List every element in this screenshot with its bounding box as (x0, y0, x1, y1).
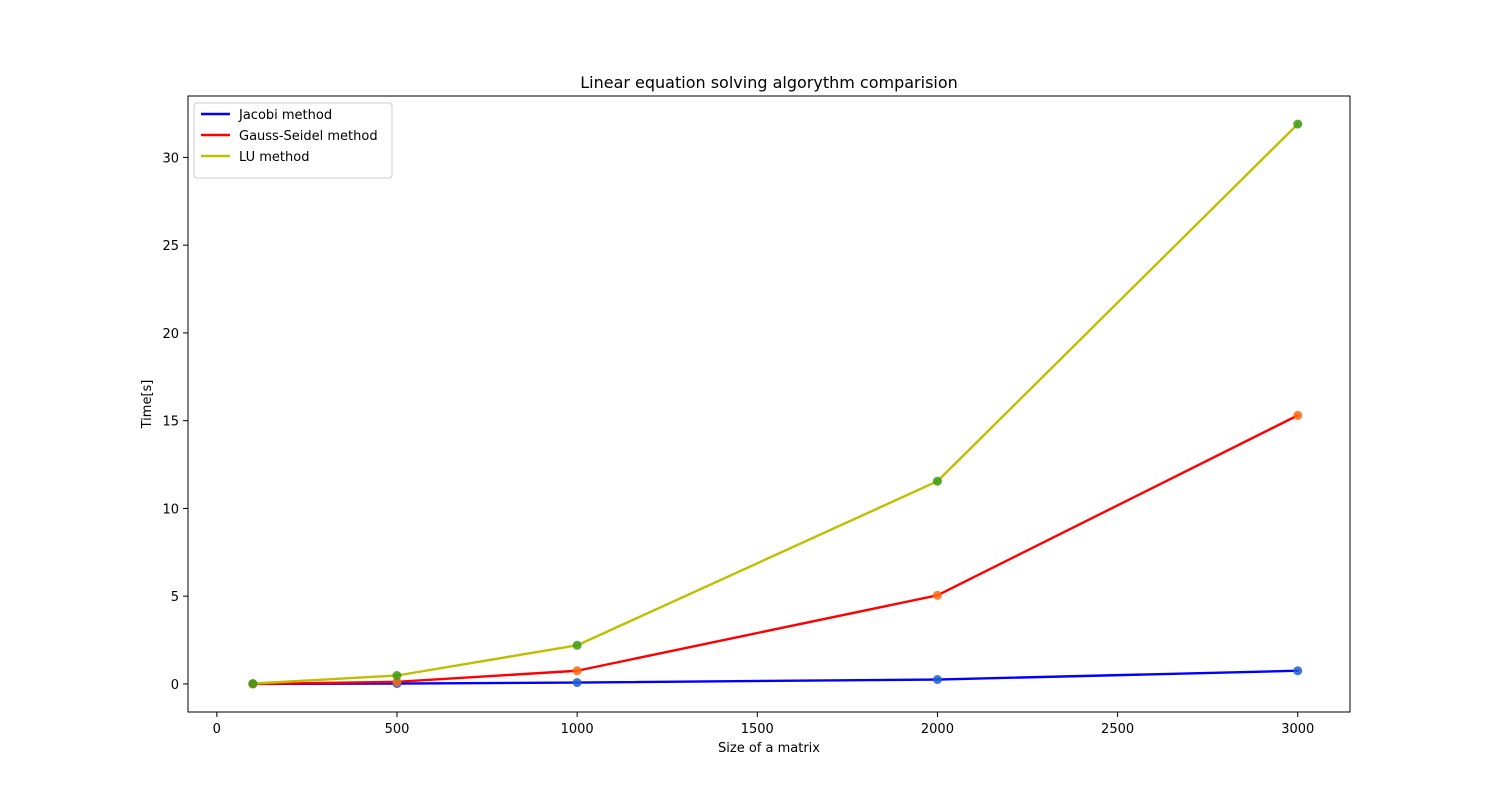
legend-box (193, 102, 393, 179)
legend: Jacobi method Gauss-Seidel method LU metho… (193, 102, 393, 179)
legend-label: Gauss-Seidel method (239, 129, 378, 144)
x-tick-label: 1500 (741, 722, 774, 737)
chart-title: Linear equation solving algorythm compar… (580, 73, 958, 92)
series-1-point (572, 678, 582, 688)
series-3-point (392, 671, 402, 680)
x-axis-label: Size of a matrix (718, 741, 820, 756)
series-3-point (932, 476, 942, 486)
axes: 0 500 1000 1500 2000 2500 3000 0 5 10 15 20 25 30 (162, 95, 1351, 737)
legend-label: Jacobi method (238, 108, 332, 123)
y-tick-label: 15 (162, 415, 179, 430)
plot-area (248, 119, 1303, 689)
series-2-point (392, 677, 402, 687)
series-line-3 (251, 122, 1300, 685)
series-3-point (248, 679, 258, 689)
y-tick-label: 10 (162, 502, 179, 517)
plot-frame (187, 95, 1351, 713)
x-tick-label: 500 (385, 722, 410, 737)
series-2-point (932, 590, 942, 600)
legend-label: LU method (239, 150, 309, 165)
series-line-2 (251, 413, 1300, 686)
series-1-point (1293, 666, 1303, 676)
series-1-point (932, 675, 942, 685)
y-tick-label: 0 (171, 678, 179, 693)
x-tick-label: 3000 (1281, 722, 1314, 737)
series-3-point (1293, 119, 1303, 129)
x-tick-label: 2000 (921, 722, 954, 737)
y-tick-label: 30 (162, 151, 179, 166)
x-tick-label: 2500 (1101, 722, 1134, 737)
y-tick-label: 5 (171, 590, 179, 605)
y-tick-label: 20 (162, 327, 179, 342)
y-axis-label: Time[s] (140, 380, 155, 430)
x-tick-label: 1000 (561, 722, 594, 737)
y-tick-label: 25 (162, 239, 179, 254)
series-3-point (572, 640, 582, 650)
series-2-point (572, 666, 582, 676)
x-tick-label: 0 (213, 722, 221, 737)
series-2-point (1293, 410, 1303, 420)
